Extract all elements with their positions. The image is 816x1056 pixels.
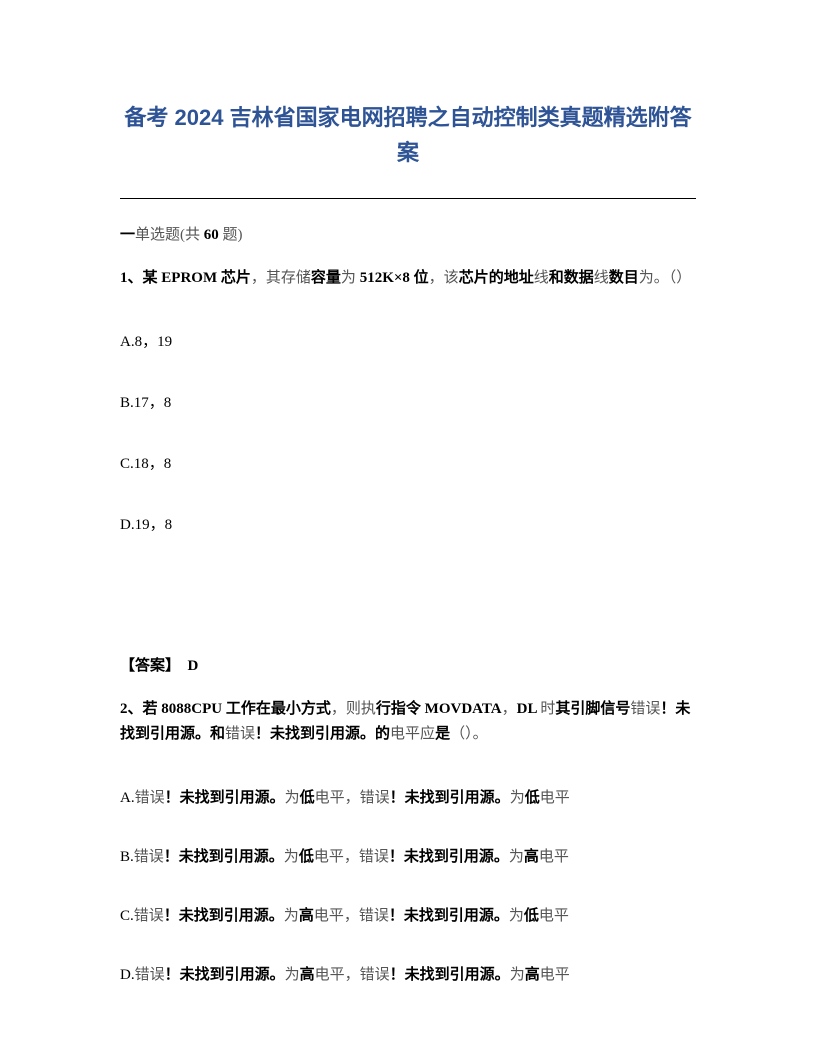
- q2a-t: ！未找到引用源。: [165, 790, 285, 806]
- question-1: 1、某 EPROM 芯片，其存储容量为 512K×8 位，该芯片的地址线和数据线…: [120, 266, 696, 534]
- q1-text: 1、某 EPROM 芯片，其存储容量为 512K×8 位，该芯片的地址线和数据线…: [120, 266, 696, 292]
- q2b-p: B.: [120, 849, 134, 865]
- q2-t: 若: [143, 701, 158, 717]
- q2d-t: 为: [510, 967, 525, 983]
- q2d-t: 电平，错误: [315, 967, 390, 983]
- q2a-t: 错误: [135, 790, 165, 806]
- q2-t: （）。: [450, 726, 488, 742]
- q1-t: 某: [143, 270, 158, 286]
- q1-t: 位: [414, 270, 429, 286]
- q1-t: 线: [594, 270, 609, 286]
- q2c-t: 为: [509, 908, 524, 924]
- q2-t: 错误: [630, 701, 660, 717]
- q2b-t: 错误: [134, 849, 164, 865]
- q2d-t: 错误: [135, 967, 165, 983]
- q1-option-c: C.18，8: [120, 452, 696, 473]
- section-header: 一单选题(共 60 题): [120, 223, 696, 244]
- q2c-t: ！未找到引用源。: [164, 908, 284, 924]
- q1-t: ，该: [429, 270, 459, 286]
- q2-t: 其引脚信号: [555, 701, 630, 717]
- q2d-t: 为: [285, 967, 300, 983]
- q1-number: 1、: [120, 270, 143, 286]
- q2-t: 行指令: [376, 701, 421, 717]
- section-prefix: 一: [120, 227, 135, 243]
- q1-t: 和数据: [549, 270, 594, 286]
- q2d-t: 高: [525, 967, 540, 983]
- q2-t: 时: [540, 701, 555, 717]
- q2a-t: 为: [510, 790, 525, 806]
- answer-value: D: [188, 658, 199, 674]
- answer-label: 【答案】: [120, 658, 180, 674]
- q2d-t: ！未找到引用源。: [165, 967, 285, 983]
- q2-t: 是: [435, 726, 450, 742]
- q2a-t: 电平，错误: [315, 790, 390, 806]
- section-count-suffix: 题): [219, 227, 243, 243]
- q2-t: 8088CPU: [158, 701, 226, 717]
- q1-t: 为。（）: [639, 270, 692, 286]
- q2c-t: ！未找到引用源。: [389, 908, 509, 924]
- q2a-t: 低: [525, 790, 540, 806]
- q1-t: 芯片: [221, 270, 251, 286]
- q1-option-b: B.17，8: [120, 391, 696, 412]
- q2-option-b: B.错误！未找到引用源。为低电平，错误！未找到引用源。为高电平: [120, 845, 696, 866]
- q2b-t: 低: [299, 849, 314, 865]
- q2-t: ！未找到引用源。的: [255, 726, 390, 742]
- q2-t: MOVDATA: [421, 701, 502, 717]
- q2c-t: 低: [524, 908, 539, 924]
- q1-option-a: A.8，19: [120, 330, 696, 351]
- q1-t: 储: [296, 270, 311, 286]
- q2d-t: 高: [300, 967, 315, 983]
- q2c-t: 电平，错误: [314, 908, 389, 924]
- q2-t: 工作在最小方式: [226, 701, 331, 717]
- q2-text: 2、若 8088CPU 工作在最小方式，则执行指令 MOVDATA，DL 时其引…: [120, 697, 696, 748]
- q2d-p: D.: [120, 967, 135, 983]
- q2-option-d: D.错误！未找到引用源。为高电平，错误！未找到引用源。为高电平: [120, 963, 696, 984]
- q2-number: 2、: [120, 701, 143, 717]
- q2-t: DL: [517, 701, 541, 717]
- q2c-t: 为: [284, 908, 299, 924]
- q1-t: 容量: [311, 270, 341, 286]
- q2d-t: ！未找到引用源。: [390, 967, 510, 983]
- q2a-t: 电平: [540, 790, 570, 806]
- q2c-p: C.: [120, 908, 134, 924]
- divider: [120, 198, 696, 199]
- q2b-t: 电平，错误: [314, 849, 389, 865]
- q1-t: ，其存: [251, 270, 296, 286]
- document-title: 备考 2024 吉林省国家电网招聘之自动控制类真题精选附答案: [120, 100, 696, 170]
- q2b-t: 高: [524, 849, 539, 865]
- q1-t: EPROM: [158, 270, 221, 286]
- q2c-t: 高: [299, 908, 314, 924]
- q2b-t: ！未找到引用源。: [389, 849, 509, 865]
- q2b-t: 电平: [539, 849, 569, 865]
- q2b-t: 为: [284, 849, 299, 865]
- q2a-t: 低: [300, 790, 315, 806]
- q2d-t: 电平: [540, 967, 570, 983]
- q2c-t: 错误: [134, 908, 164, 924]
- q1-option-d: D.19，8: [120, 513, 696, 534]
- section-count-prefix: (共: [180, 227, 204, 243]
- q1-t: 芯片的地址: [459, 270, 534, 286]
- q2a-t: 为: [285, 790, 300, 806]
- q1-t: 为: [341, 270, 356, 286]
- q2b-t: 为: [509, 849, 524, 865]
- q2b-t: ！未找到引用源。: [164, 849, 284, 865]
- q2-t: 电平应: [390, 726, 435, 742]
- q1-answer: 【答案】 D: [120, 654, 696, 675]
- q2a-p: A.: [120, 790, 135, 806]
- q2-option-c: C.错误！未找到引用源。为高电平，错误！未找到引用源。为低电平: [120, 904, 696, 925]
- q2-t: ，: [502, 701, 517, 717]
- q1-t: 512K×8: [356, 270, 414, 286]
- q2-t: ，则执: [331, 701, 376, 717]
- q2-t: 错误: [225, 726, 255, 742]
- section-type: 单选题: [135, 227, 180, 243]
- q2-option-a: A.错误！未找到引用源。为低电平，错误！未找到引用源。为低电平: [120, 786, 696, 807]
- q1-t: 数目: [609, 270, 639, 286]
- section-count: 60: [204, 227, 219, 243]
- q2c-t: 电平: [539, 908, 569, 924]
- q1-t: 线: [534, 270, 549, 286]
- q2a-t: ！未找到引用源。: [390, 790, 510, 806]
